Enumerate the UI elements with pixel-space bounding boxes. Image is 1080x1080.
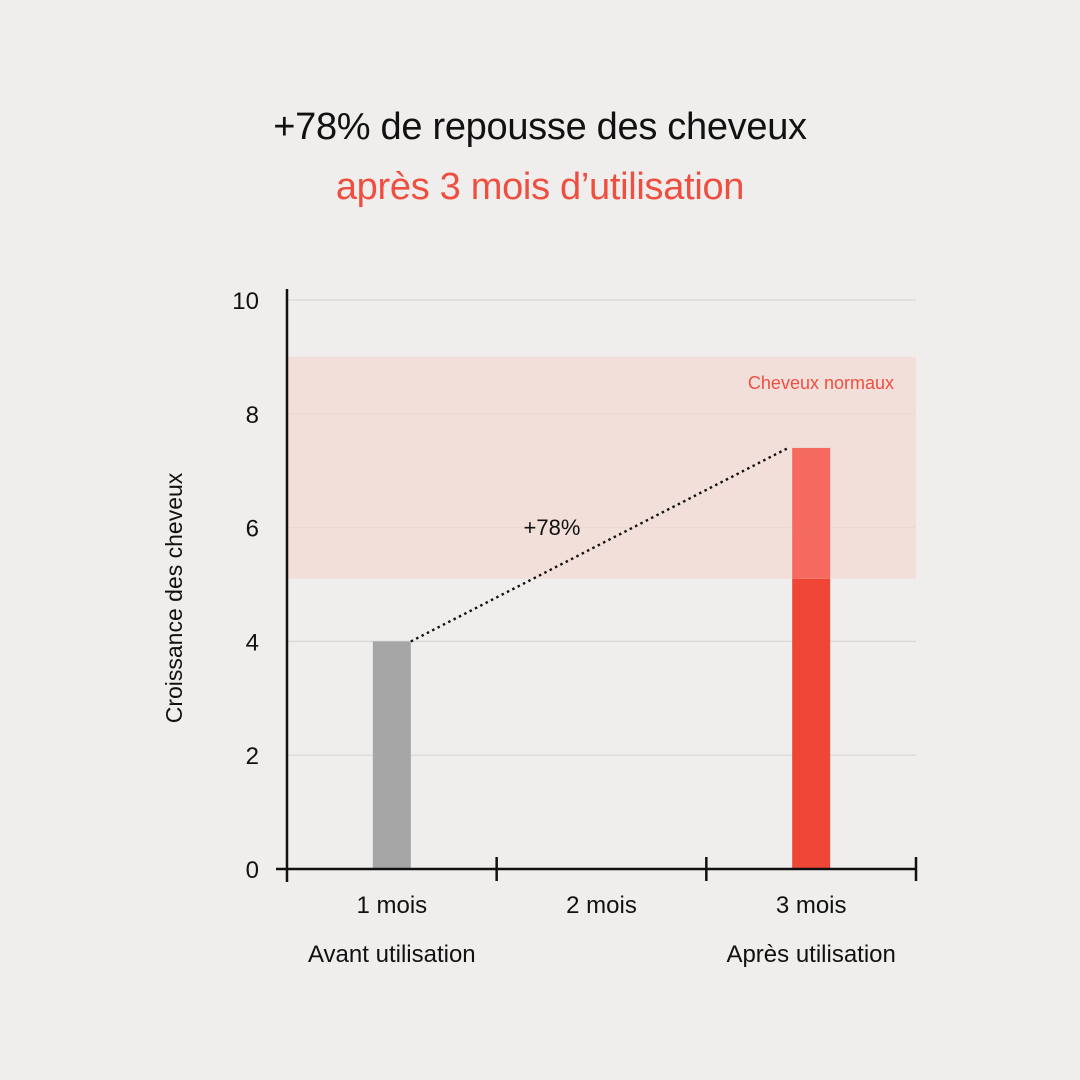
bar-after-upper <box>792 447 831 579</box>
axis-labels: 0 2 4 6 8 10 1 mois Avant utilisation 2 mois 3 mo… <box>161 288 896 968</box>
chart-subtitle: après 3 mois d’utilisation <box>335 166 745 208</box>
x-sublabel: Après utilisation <box>726 941 895 968</box>
y-tick-label: 2 <box>246 743 259 770</box>
x-tick-label: 3 mois <box>776 892 847 919</box>
x-tick-label: 2 mois <box>566 892 637 919</box>
chart-title: +78% de repousse des cheveux <box>273 106 807 148</box>
y-tick-label: 0 <box>246 857 259 884</box>
band-label: Cheveux normaux <box>748 373 894 393</box>
growth-connector <box>410 446 789 643</box>
y-tick-label: 10 <box>232 288 259 315</box>
x-tick-label: 1 mois <box>356 892 427 919</box>
bars: +78% <box>372 446 831 869</box>
x-sublabel: Avant utilisation <box>308 941 476 968</box>
axes <box>276 289 918 882</box>
y-tick-label: 4 <box>246 629 259 656</box>
y-axis-label: Croissance des cheveux <box>161 472 187 723</box>
y-tick-label: 6 <box>246 516 259 543</box>
bar-before <box>372 641 411 869</box>
growth-annotation: +78% <box>524 515 581 540</box>
bar-after-lower <box>792 578 831 869</box>
y-tick-label: 8 <box>246 402 259 429</box>
